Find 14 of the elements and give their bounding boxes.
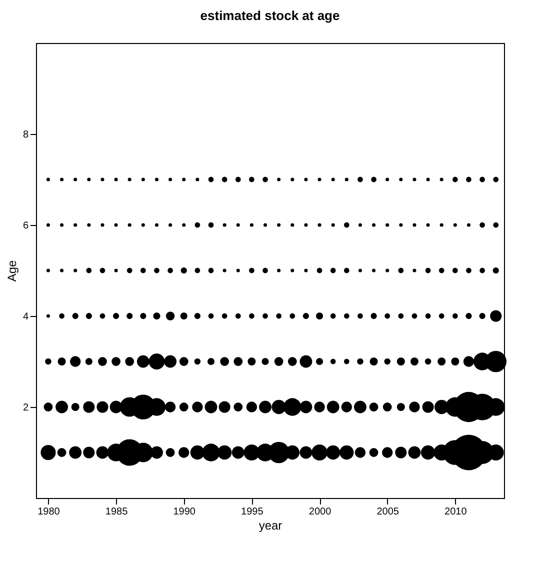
- x-axis-title: year: [258, 518, 282, 532]
- y-tick-label: 8: [22, 130, 29, 140]
- x-tick-label: 1995: [241, 506, 264, 518]
- x-tick-label: 1980: [38, 506, 60, 518]
- y-axis-title: Age: [4, 260, 19, 282]
- x-tick-label: 2000: [308, 506, 332, 518]
- y-tick-label: 2: [22, 402, 29, 414]
- x-tick-label: 1990: [173, 506, 196, 518]
- chart-title: estimated stock at age: [200, 8, 340, 23]
- x-tick-label: 2005: [376, 506, 400, 518]
- y-tick-label: 6: [22, 220, 29, 232]
- y-tick-label: 4: [22, 312, 29, 322]
- x-tick-label: 1985: [105, 506, 128, 518]
- x-tick-label: 2010: [444, 506, 468, 518]
